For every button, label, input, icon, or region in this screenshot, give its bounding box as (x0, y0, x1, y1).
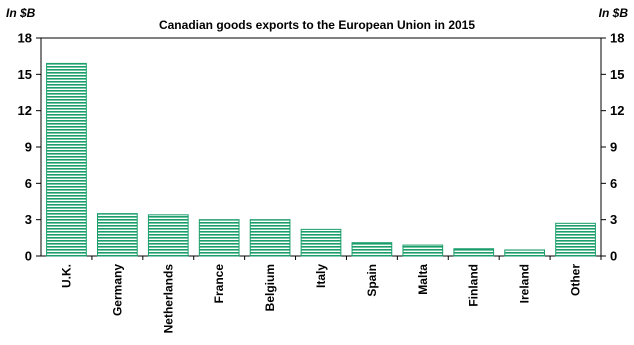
category-label: U.K. (59, 264, 73, 288)
category-label: Belgium (263, 264, 277, 311)
bar (147, 214, 189, 257)
y-tick-label-right: 18 (610, 31, 624, 46)
y-axis-unit-right: In $B (599, 6, 629, 20)
category-label: Finland (467, 264, 481, 307)
y-tick-label-right: 15 (610, 67, 624, 82)
y-tick-label-right: 3 (610, 212, 617, 227)
category-label: Other (569, 264, 583, 296)
y-tick-label-right: 9 (610, 140, 617, 155)
category-label: Ireland (518, 264, 532, 303)
bar (555, 222, 596, 257)
y-axis-unit-left: In $B (6, 6, 36, 20)
y-tick-label-left: 15 (18, 67, 32, 82)
y-tick-label-left: 3 (25, 212, 32, 227)
y-tick-label-right: 12 (610, 103, 624, 118)
y-axis-left: 0 3 6 9 12 15 18 (18, 31, 41, 264)
bars (46, 62, 596, 257)
category-label: Netherlands (161, 264, 175, 334)
plot-area: 0 3 6 9 12 15 18 0 3 6 9 12 15 18 U.K. Germany Netherl… (18, 31, 625, 334)
bar (504, 249, 545, 257)
bar (198, 219, 240, 257)
y-tick-label-left: 9 (25, 140, 32, 155)
bar (46, 62, 87, 257)
y-tick-label-left: 12 (18, 103, 32, 118)
bar (300, 228, 342, 257)
category-label: Germany (110, 264, 124, 316)
bar (351, 242, 393, 257)
y-tick-label-left: 18 (18, 31, 32, 46)
chart-title: Canadian goods exports to the European U… (159, 18, 475, 32)
y-axis-right: 0 3 6 9 12 15 18 (601, 31, 624, 264)
category-label: France (212, 264, 226, 304)
category-label: Malta (416, 264, 430, 295)
bar (402, 244, 444, 257)
y-tick-label-left: 6 (25, 176, 32, 191)
y-tick-label-right: 6 (610, 176, 617, 191)
category-label: Italy (314, 264, 328, 288)
y-tick-label-left: 0 (25, 249, 32, 264)
bar (249, 219, 291, 257)
bar (453, 248, 495, 257)
category-label: Spain (365, 264, 379, 297)
bar (97, 213, 138, 257)
y-tick-label-right: 0 (610, 249, 617, 264)
x-axis-labels: U.K. Germany Netherlands France Belgium Italy… (59, 256, 602, 334)
